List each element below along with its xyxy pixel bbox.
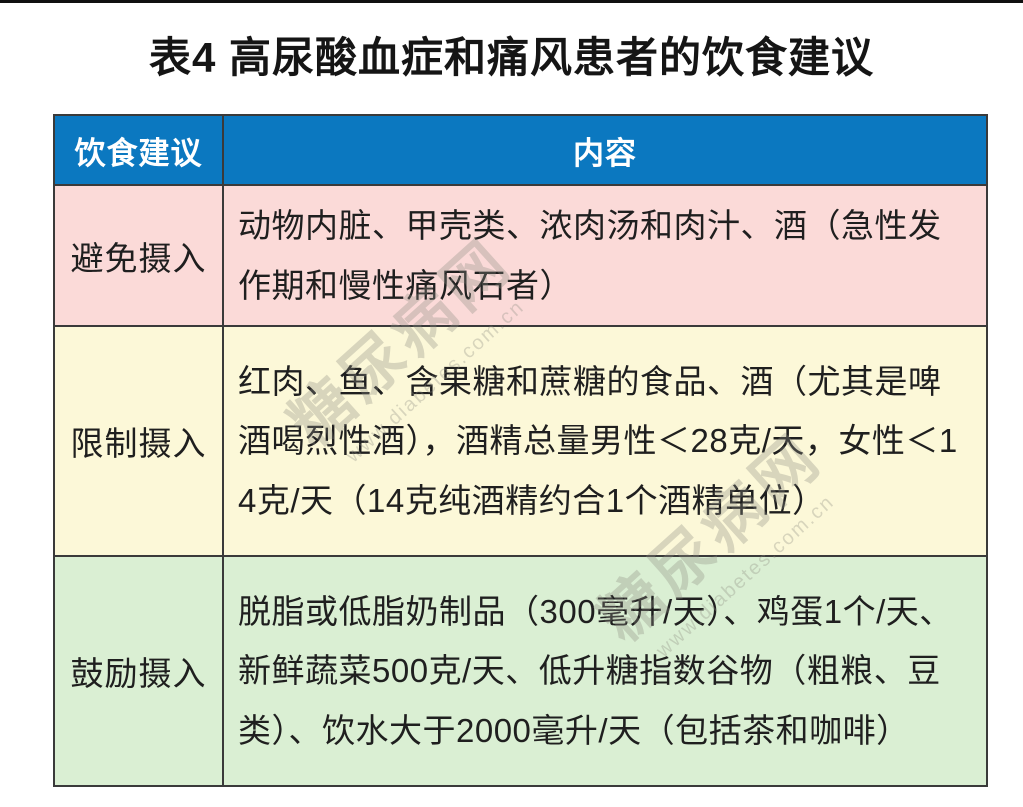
page-title: 表4 高尿酸血症和痛风患者的饮食建议 — [148, 34, 875, 81]
row-avoid-content-cell: 动物内脏、甲壳类、浓肉汤和肉汁、酒（急性发作期和慢性痛风石者） — [224, 186, 986, 327]
row-limit-label-cell: 限制摄入 — [55, 327, 224, 557]
row-encourage-label: 鼓励摄入 — [70, 655, 207, 692]
row-avoid-label: 避免摄入 — [70, 239, 207, 277]
column-header-recommendation-label: 饮食建议 — [74, 135, 203, 171]
row-encourage-label-cell: 鼓励摄入 — [55, 557, 224, 785]
row-encourage-content-cell: 脱脂或低脂奶制品（300毫升/天）、鸡蛋1个/天、新鲜蔬菜500克/天、低升糖指… — [224, 557, 986, 785]
row-avoid-content: 动物内脏、甲壳类、浓肉汤和肉汁、酒（急性发作期和慢性痛风石者） — [238, 207, 942, 304]
row-encourage-content: 脱脂或低脂奶制品（300毫升/天）、鸡蛋1个/天、新鲜蔬菜500克/天、低升糖指… — [238, 592, 953, 749]
row-limit-content: 红肉、鱼、含果糖和蔗糖的食品、酒（尤其是啤酒喝烈性酒），酒精总量男性＜28克/天… — [238, 362, 958, 519]
column-header-content: 内容 — [224, 116, 986, 186]
image-top-edge-line — [0, 0, 1023, 3]
row-limit-content-cell: 红肉、鱼、含果糖和蔗糖的食品、酒（尤其是啤酒喝烈性酒），酒精总量男性＜28克/天… — [224, 327, 986, 557]
row-avoid-label-cell: 避免摄入 — [55, 186, 224, 327]
row-limit-label: 限制摄入 — [70, 425, 207, 462]
column-header-content-label: 内容 — [573, 135, 637, 171]
diet-recommendations-table: 饮食建议 内容 避免摄入 动物内脏、甲壳类、浓肉汤和肉汁、酒（急性发作期和慢性痛… — [53, 114, 988, 787]
column-header-recommendation: 饮食建议 — [55, 116, 224, 186]
